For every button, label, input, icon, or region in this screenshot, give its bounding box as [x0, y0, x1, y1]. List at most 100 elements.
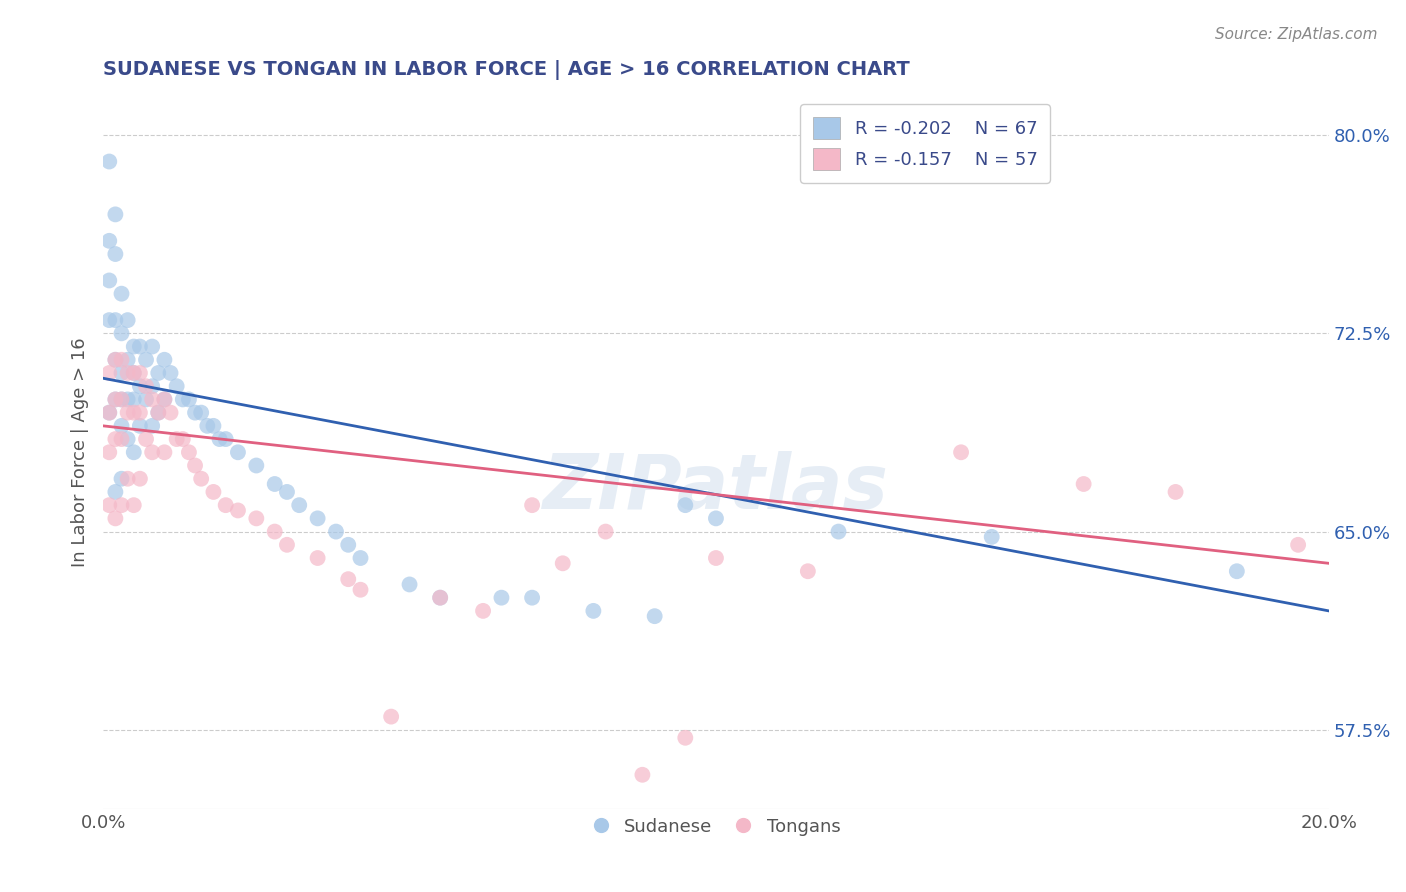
- Point: [172, 432, 194, 446]
- Point: [135, 379, 157, 393]
- Point: [245, 458, 267, 473]
- Point: [98, 234, 121, 248]
- Point: [110, 392, 132, 407]
- Point: [380, 709, 402, 723]
- Point: [595, 524, 617, 539]
- Point: [673, 731, 696, 745]
- Point: [307, 511, 329, 525]
- Point: [110, 352, 132, 367]
- Point: [129, 418, 152, 433]
- Point: [644, 609, 666, 624]
- Point: [98, 498, 121, 512]
- Point: [631, 768, 654, 782]
- Point: [141, 392, 163, 407]
- Point: [153, 352, 176, 367]
- Point: [104, 207, 127, 221]
- Point: [177, 392, 200, 407]
- Point: [202, 484, 225, 499]
- Point: [110, 366, 132, 380]
- Point: [122, 498, 145, 512]
- Point: [122, 392, 145, 407]
- Point: [110, 286, 132, 301]
- Point: [148, 366, 170, 380]
- Point: [349, 551, 371, 566]
- Point: [104, 352, 127, 367]
- Point: [950, 445, 973, 459]
- Point: [797, 564, 820, 578]
- Point: [429, 591, 451, 605]
- Point: [520, 591, 543, 605]
- Point: [673, 498, 696, 512]
- Point: [104, 484, 127, 499]
- Point: [491, 591, 513, 605]
- Text: ZIPatlas: ZIPatlas: [543, 451, 889, 525]
- Y-axis label: In Labor Force | Age > 16: In Labor Force | Age > 16: [72, 337, 89, 567]
- Point: [141, 418, 163, 433]
- Point: [153, 392, 176, 407]
- Point: [263, 477, 285, 491]
- Point: [520, 498, 543, 512]
- Point: [117, 352, 139, 367]
- Point: [337, 538, 360, 552]
- Point: [98, 445, 121, 459]
- Point: [117, 392, 139, 407]
- Point: [472, 604, 495, 618]
- Point: [263, 524, 285, 539]
- Point: [827, 524, 849, 539]
- Point: [307, 551, 329, 566]
- Point: [117, 313, 139, 327]
- Point: [582, 604, 605, 618]
- Point: [172, 392, 194, 407]
- Point: [288, 498, 311, 512]
- Point: [104, 432, 127, 446]
- Point: [1226, 564, 1249, 578]
- Point: [104, 392, 127, 407]
- Point: [129, 406, 152, 420]
- Point: [245, 511, 267, 525]
- Point: [98, 366, 121, 380]
- Point: [104, 511, 127, 525]
- Point: [104, 247, 127, 261]
- Point: [1286, 538, 1309, 552]
- Point: [110, 326, 132, 341]
- Point: [117, 432, 139, 446]
- Point: [215, 432, 238, 446]
- Point: [349, 582, 371, 597]
- Point: [117, 406, 139, 420]
- Point: [129, 340, 152, 354]
- Point: [122, 406, 145, 420]
- Point: [98, 154, 121, 169]
- Point: [110, 418, 132, 433]
- Point: [110, 498, 132, 512]
- Point: [276, 484, 298, 499]
- Point: [166, 379, 188, 393]
- Point: [135, 392, 157, 407]
- Point: [98, 313, 121, 327]
- Point: [117, 366, 139, 380]
- Point: [129, 472, 152, 486]
- Point: [1164, 484, 1187, 499]
- Point: [276, 538, 298, 552]
- Point: [98, 406, 121, 420]
- Point: [159, 366, 181, 380]
- Point: [104, 313, 127, 327]
- Point: [153, 392, 176, 407]
- Point: [129, 366, 152, 380]
- Point: [190, 472, 212, 486]
- Point: [184, 406, 207, 420]
- Point: [110, 392, 132, 407]
- Text: SUDANESE VS TONGAN IN LABOR FORCE | AGE > 16 CORRELATION CHART: SUDANESE VS TONGAN IN LABOR FORCE | AGE …: [103, 60, 910, 79]
- Point: [166, 432, 188, 446]
- Point: [129, 379, 152, 393]
- Point: [110, 432, 132, 446]
- Point: [153, 445, 176, 459]
- Point: [135, 352, 157, 367]
- Point: [141, 379, 163, 393]
- Point: [704, 511, 727, 525]
- Point: [215, 498, 238, 512]
- Point: [122, 340, 145, 354]
- Point: [122, 445, 145, 459]
- Point: [104, 392, 127, 407]
- Point: [1073, 477, 1095, 491]
- Point: [184, 458, 207, 473]
